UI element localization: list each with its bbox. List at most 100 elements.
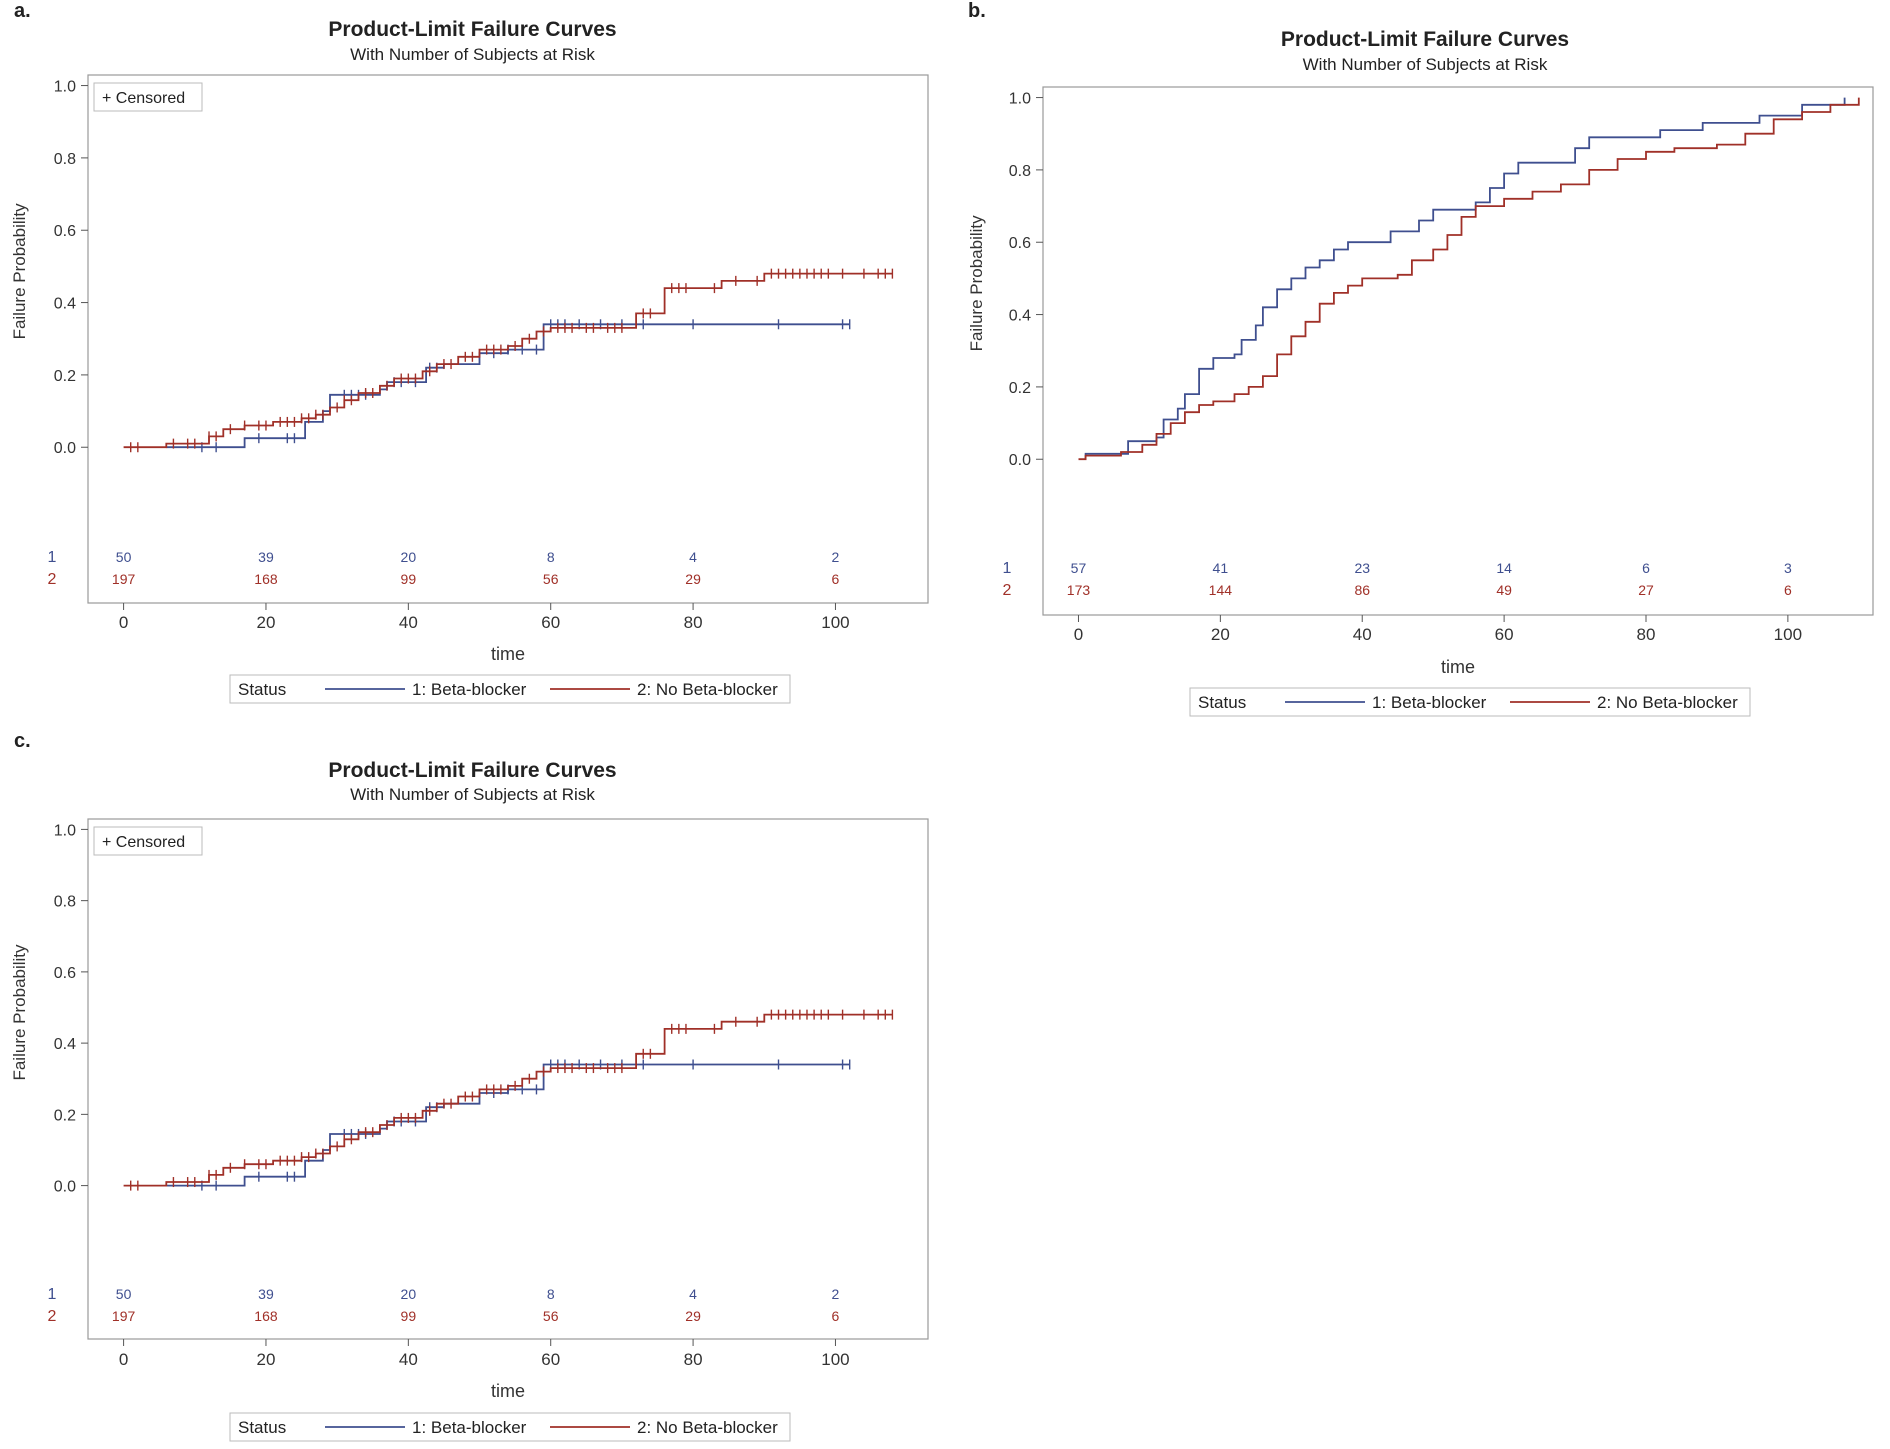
at-risk-count: 99: [401, 1308, 417, 1324]
status-legend-box: [229, 1412, 791, 1442]
at-risk-count: 2: [832, 549, 840, 565]
at-risk-row-label: 1: [1003, 560, 1012, 577]
panel-label-c: c.: [14, 730, 31, 752]
at-risk-row-label: 2: [1003, 582, 1012, 599]
x-tick-label: 40: [1353, 625, 1372, 644]
at-risk-count: 23: [1354, 560, 1370, 576]
x-tick-label: 40: [399, 613, 418, 632]
at-risk-count: 27: [1638, 582, 1654, 598]
at-risk-count: 197: [112, 1308, 136, 1324]
series-line-1: [166, 323, 850, 449]
x-tick-label: 80: [684, 613, 703, 632]
x-tick-label: 80: [684, 1350, 703, 1369]
series-line-1: [166, 1063, 850, 1187]
at-risk-count: 4: [689, 1286, 697, 1302]
at-risk-count: 39: [258, 549, 274, 565]
y-tick-label: 0.6: [54, 223, 76, 240]
x-tick-label: 40: [399, 1350, 418, 1369]
at-risk-count: 168: [254, 1308, 278, 1324]
series-line-1: [1084, 97, 1846, 460]
y-tick-label: 0.4: [54, 1036, 76, 1053]
y-tick-label: 0.4: [54, 296, 76, 313]
panel-label-b: b.: [968, 0, 986, 22]
at-risk-count: 8: [547, 1286, 555, 1302]
chart-title: Product-Limit Failure Curves: [328, 18, 616, 41]
x-axis-label: time: [491, 644, 525, 664]
y-tick-label: 0.2: [1009, 380, 1031, 397]
y-tick-label: 0.8: [54, 151, 76, 168]
at-risk-count: 144: [1209, 582, 1233, 598]
at-risk-count: 29: [685, 1308, 701, 1324]
x-tick-label: 20: [257, 613, 276, 632]
status-legend-box: [1189, 687, 1751, 717]
at-risk-count: 20: [401, 549, 417, 565]
legend-label-1: 1: Beta-blocker: [1372, 693, 1487, 712]
x-tick-label: 60: [541, 1350, 560, 1369]
at-risk-count: 49: [1496, 582, 1512, 598]
at-risk-count: 20: [401, 1286, 417, 1302]
x-tick-label: 0: [119, 613, 128, 632]
x-axis-label: time: [491, 1381, 525, 1401]
at-risk-count: 3: [1784, 560, 1792, 576]
series-line-2: [123, 1013, 893, 1187]
at-risk-count: 50: [116, 1286, 132, 1302]
legend-label-2: 2: No Beta-blocker: [637, 680, 778, 699]
y-axis-label: Failure Probability: [967, 215, 986, 352]
plot-frame: [87, 818, 929, 1340]
legend-label-1: 1: Beta-blocker: [412, 1418, 527, 1437]
x-tick-label: 0: [1074, 625, 1083, 644]
legend-label-2: 2: No Beta-blocker: [637, 1418, 778, 1437]
chart-subtitle: With Number of Subjects at Risk: [350, 45, 595, 64]
chart-subtitle: With Number of Subjects at Risk: [1303, 55, 1548, 74]
y-tick-label: 0.6: [1009, 235, 1031, 252]
y-tick-label: 1.0: [54, 822, 76, 839]
chart-subtitle: With Number of Subjects at Risk: [350, 785, 595, 804]
at-risk-count: 2: [832, 1286, 840, 1302]
x-tick-label: 100: [821, 1350, 849, 1369]
at-risk-count: 6: [1642, 560, 1650, 576]
y-tick-label: 0.8: [54, 894, 76, 911]
legend-label-2: 2: No Beta-blocker: [1597, 693, 1738, 712]
x-tick-label: 0: [119, 1350, 128, 1369]
km-chart-a: Product-Limit Failure Curves With Number …: [10, 18, 929, 704]
x-tick-label: 60: [1495, 625, 1514, 644]
x-tick-label: 80: [1637, 625, 1656, 644]
at-risk-count: 50: [116, 549, 132, 565]
at-risk-count: 56: [543, 571, 559, 587]
censored-legend-box: [93, 82, 203, 112]
at-risk-count: 29: [685, 571, 701, 587]
plot-frame: [1042, 86, 1874, 616]
status-legend-title: Status: [1198, 693, 1246, 712]
at-risk-row-label: 2: [48, 1308, 57, 1325]
y-tick-label: 0.8: [1009, 163, 1031, 180]
at-risk-count: 57: [1071, 560, 1087, 576]
y-tick-label: 0.4: [1009, 308, 1031, 325]
chart-title: Product-Limit Failure Curves: [1281, 28, 1569, 51]
y-tick-label: 0.6: [54, 965, 76, 982]
at-risk-count: 56: [543, 1308, 559, 1324]
y-tick-label: 0.0: [1009, 452, 1031, 469]
censored-legend-label: + Censored: [102, 834, 185, 851]
y-tick-label: 1.0: [1009, 91, 1031, 108]
series-line-2: [1078, 97, 1860, 461]
at-risk-count: 6: [832, 1308, 840, 1324]
at-risk-row-label: 2: [48, 571, 57, 588]
at-risk-count: 168: [254, 571, 278, 587]
legend-label-1: 1: Beta-blocker: [412, 680, 527, 699]
at-risk-count: 6: [832, 571, 840, 587]
x-tick-label: 100: [821, 613, 849, 632]
at-risk-count: 8: [547, 549, 555, 565]
y-tick-label: 0.2: [54, 1107, 76, 1124]
at-risk-count: 41: [1213, 560, 1229, 576]
y-axis-label: Failure Probability: [10, 203, 29, 340]
x-tick-label: 100: [1774, 625, 1802, 644]
km-chart-b: Product-Limit Failure Curves With Number …: [967, 28, 1874, 717]
at-risk-count: 197: [112, 571, 136, 587]
at-risk-count: 6: [1784, 582, 1792, 598]
at-risk-count: 173: [1067, 582, 1091, 598]
censored-legend-label: + Censored: [102, 90, 185, 107]
at-risk-count: 86: [1354, 582, 1370, 598]
status-legend-title: Status: [238, 680, 286, 699]
series-line-2: [123, 272, 893, 449]
y-tick-label: 0.0: [54, 440, 76, 457]
